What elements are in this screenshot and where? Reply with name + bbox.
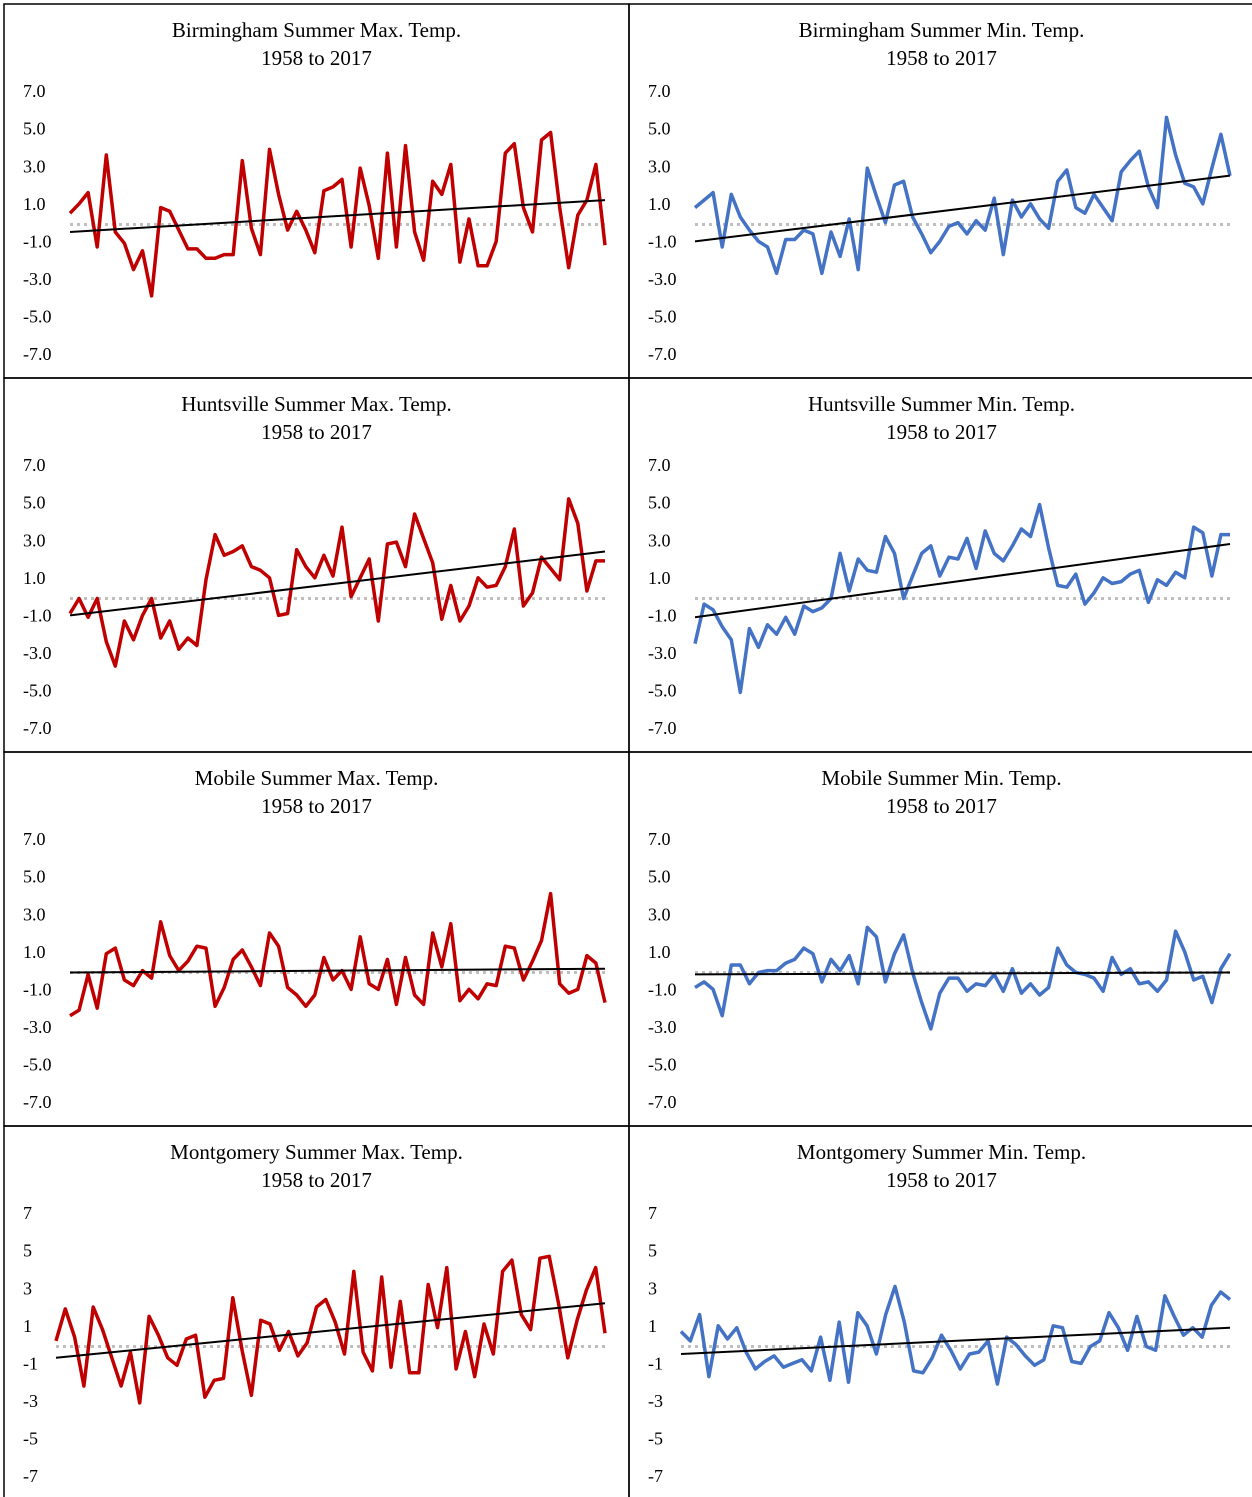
chart-subtitle: 1958 to 2017 bbox=[261, 1168, 372, 1192]
y-tick-label: -3 bbox=[648, 1391, 663, 1411]
y-tick-label: 1 bbox=[23, 1316, 32, 1336]
y-tick-label: 1 bbox=[648, 1316, 657, 1336]
y-tick-label: 3.0 bbox=[648, 904, 671, 924]
y-tick-label: 1.0 bbox=[648, 942, 671, 962]
trend-line bbox=[69, 199, 606, 234]
y-tick-label: -3.0 bbox=[23, 1017, 52, 1037]
y-tick-label: -3.0 bbox=[648, 643, 677, 663]
trend-line bbox=[694, 174, 1231, 243]
y-tick-label: -5 bbox=[648, 1429, 663, 1449]
y-tick-label: 3 bbox=[23, 1278, 32, 1298]
chart-subtitle: 1958 to 2017 bbox=[886, 420, 997, 444]
y-tick-label: -7 bbox=[648, 1466, 663, 1486]
y-tick-label: -7.0 bbox=[648, 1092, 677, 1112]
y-tick-label: -5.0 bbox=[648, 307, 677, 327]
y-tick-label: 1.0 bbox=[23, 568, 46, 588]
y-tick-label: 5.0 bbox=[648, 867, 671, 887]
y-tick-label: -1.0 bbox=[648, 605, 677, 625]
chart-title: Montgomery Summer Min. Temp. bbox=[797, 1140, 1086, 1164]
y-tick-label: -7.0 bbox=[648, 718, 677, 738]
y-tick-label: 5.0 bbox=[23, 867, 46, 887]
y-tick-label: -7.0 bbox=[23, 718, 52, 738]
chart-title: Huntsville Summer Min. Temp. bbox=[808, 392, 1075, 416]
y-tick-label: 3.0 bbox=[23, 904, 46, 924]
y-tick-label: -1.0 bbox=[23, 605, 52, 625]
y-tick-label: 1.0 bbox=[648, 568, 671, 588]
y-tick-label: 5.0 bbox=[648, 119, 671, 139]
y-tick-label: 7 bbox=[23, 1203, 32, 1223]
y-tick-label: -3.0 bbox=[23, 269, 52, 289]
chart-title: Huntsville Summer Max. Temp. bbox=[181, 392, 452, 416]
data-line bbox=[68, 130, 607, 298]
chart-title: Birmingham Summer Max. Temp. bbox=[172, 18, 461, 42]
y-tick-label: 3.0 bbox=[648, 530, 671, 550]
y-tick-label: -1.0 bbox=[648, 231, 677, 251]
trend-line bbox=[694, 543, 1231, 619]
y-tick-label: -5 bbox=[23, 1429, 38, 1449]
y-tick-label: 5.0 bbox=[23, 119, 46, 139]
y-tick-label: 5.0 bbox=[648, 493, 671, 513]
data-line bbox=[679, 1284, 1232, 1386]
y-tick-label: 7.0 bbox=[648, 455, 671, 475]
y-tick-label: -1 bbox=[648, 1353, 663, 1373]
chart-title: Birmingham Summer Min. Temp. bbox=[799, 18, 1085, 42]
trend-line bbox=[694, 971, 1231, 976]
trend-line bbox=[69, 550, 606, 617]
data-line bbox=[693, 502, 1230, 695]
y-tick-label: -1.0 bbox=[23, 231, 52, 251]
y-tick-label: -5.0 bbox=[23, 307, 52, 327]
y-tick-label: -3 bbox=[23, 1391, 38, 1411]
chart-title: Mobile Summer Max. Temp. bbox=[195, 766, 439, 790]
data-line bbox=[693, 115, 1232, 276]
y-tick-label: 5 bbox=[23, 1241, 32, 1261]
y-tick-label: -5.0 bbox=[23, 1055, 52, 1075]
y-tick-label: 7 bbox=[648, 1203, 657, 1223]
y-tick-label: 1.0 bbox=[23, 194, 46, 214]
data-line bbox=[694, 925, 1232, 1031]
y-tick-label: -1.0 bbox=[23, 979, 52, 999]
trend-line bbox=[69, 967, 606, 974]
trend-line bbox=[55, 1302, 606, 1359]
y-tick-label: -5.0 bbox=[23, 681, 52, 701]
chart-title: Montgomery Summer Max. Temp. bbox=[170, 1140, 463, 1164]
y-tick-label: -7.0 bbox=[648, 344, 677, 364]
y-tick-label: 7.0 bbox=[648, 829, 671, 849]
y-tick-label: 3.0 bbox=[23, 156, 46, 176]
y-tick-label: -5.0 bbox=[648, 1055, 677, 1075]
trend-line bbox=[680, 1326, 1231, 1356]
y-tick-label: -3.0 bbox=[648, 1017, 677, 1037]
y-tick-label: 1.0 bbox=[23, 942, 46, 962]
chart-subtitle: 1958 to 2017 bbox=[261, 794, 372, 818]
data-line bbox=[68, 497, 605, 668]
y-tick-label: -3.0 bbox=[23, 643, 52, 663]
y-tick-label: -7.0 bbox=[23, 1092, 52, 1112]
data-line bbox=[69, 891, 607, 1018]
y-tick-label: -1.0 bbox=[648, 979, 677, 999]
chart-subtitle: 1958 to 2017 bbox=[886, 1168, 997, 1192]
y-tick-label: -3.0 bbox=[648, 269, 677, 289]
chart-subtitle: 1958 to 2017 bbox=[261, 46, 372, 70]
y-tick-label: 5 bbox=[648, 1241, 657, 1261]
y-tick-label: 7.0 bbox=[648, 81, 671, 101]
y-tick-label: 7.0 bbox=[23, 455, 46, 475]
y-tick-label: 7.0 bbox=[23, 81, 46, 101]
panel-border bbox=[628, 1125, 1252, 1497]
y-tick-label: 5.0 bbox=[23, 493, 46, 513]
y-tick-label: 7.0 bbox=[23, 829, 46, 849]
y-tick-label: 3.0 bbox=[648, 156, 671, 176]
chart-subtitle: 1958 to 2017 bbox=[886, 46, 997, 70]
y-tick-label: -5.0 bbox=[648, 681, 677, 701]
y-tick-label: -1 bbox=[23, 1353, 38, 1373]
y-tick-label: -7 bbox=[23, 1466, 38, 1486]
y-tick-label: -7.0 bbox=[23, 344, 52, 364]
y-tick-label: 1.0 bbox=[648, 194, 671, 214]
chart-subtitle: 1958 to 2017 bbox=[886, 794, 997, 818]
y-tick-label: 3 bbox=[648, 1278, 657, 1298]
chart-title: Mobile Summer Min. Temp. bbox=[821, 766, 1061, 790]
data-line bbox=[54, 1254, 607, 1405]
y-tick-label: 3.0 bbox=[23, 530, 46, 550]
chart-subtitle: 1958 to 2017 bbox=[261, 420, 372, 444]
